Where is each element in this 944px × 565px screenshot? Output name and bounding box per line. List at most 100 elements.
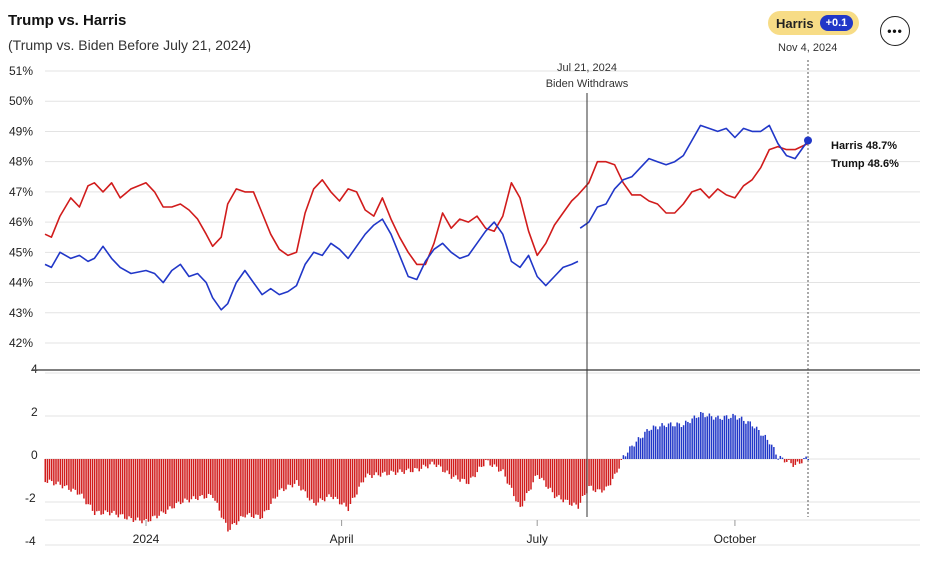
margin-bar [203, 459, 206, 499]
margin-bar [70, 459, 72, 492]
margin-bar [444, 459, 446, 473]
margin-bar [450, 459, 453, 479]
margin-bar [519, 459, 521, 507]
margin-bar [624, 456, 627, 459]
margin-bar [513, 459, 515, 497]
margin-bar [762, 435, 764, 459]
margin-bar [609, 459, 612, 486]
margin-bar [68, 459, 70, 490]
margin-bar [353, 459, 356, 498]
margin-bar [111, 459, 113, 513]
margin-bar [347, 459, 350, 512]
leader-delta: +0.1 [819, 15, 854, 31]
margin-bar [611, 459, 614, 479]
series-line-biden [44, 218, 579, 311]
margin-bar [435, 459, 438, 468]
margin-bar [715, 417, 717, 459]
margin-bar [575, 459, 577, 505]
margin-bar [212, 459, 214, 499]
margin-bar [298, 459, 300, 486]
margin-bar [257, 459, 259, 515]
margin-bar [268, 459, 270, 510]
margin-bar [117, 459, 120, 518]
margin-bar [248, 459, 251, 514]
margin-bar [429, 459, 431, 465]
margin-bar [235, 459, 238, 525]
margin-bar [130, 459, 132, 519]
margin-bar [162, 459, 165, 513]
margin-bar [222, 459, 225, 520]
margin-bar [293, 459, 296, 484]
margin-bar [392, 459, 395, 472]
margin-bar [371, 459, 373, 478]
y-tick-label: 45% [9, 245, 33, 259]
margin-bar [730, 417, 732, 459]
margin-bar [657, 429, 659, 459]
margin-bar [571, 459, 573, 506]
margin-bar [723, 415, 726, 459]
margin-bar [237, 459, 240, 522]
margin-bar [465, 459, 468, 484]
margin-bar [568, 459, 571, 505]
more-options-button[interactable]: ••• [880, 16, 910, 46]
margin-bar [134, 459, 137, 521]
margin-bar [766, 439, 769, 459]
margin-bar [751, 426, 754, 459]
margin-bar [734, 415, 736, 459]
margin-bar [562, 459, 564, 503]
margin-bar [205, 459, 208, 499]
margin-bar [770, 444, 773, 459]
margin-bar [700, 411, 702, 459]
chart-title: Trump vs. Harris [8, 12, 127, 29]
margin-bar [467, 459, 470, 485]
margin-bar [128, 459, 130, 517]
margin-bar [366, 459, 369, 474]
margin-bar [437, 459, 440, 465]
margin-bar [263, 459, 266, 512]
bar-y-tick-label: -4 [25, 534, 36, 548]
margin-bar [351, 459, 354, 498]
margin-bar [220, 459, 223, 518]
margin-bar [626, 452, 629, 459]
margin-bar [674, 426, 676, 459]
margin-bar [678, 423, 681, 459]
margin-bar [704, 417, 706, 459]
margin-bar [603, 459, 605, 491]
margin-bar [87, 459, 89, 505]
margin-bar [171, 459, 173, 509]
margin-bar [145, 459, 148, 520]
margin-bar [321, 459, 324, 500]
margin-bar [349, 459, 352, 505]
margin-bar [768, 444, 771, 459]
margin-bar [250, 459, 253, 517]
trump-end-label: Trump 48.6% [831, 158, 899, 170]
margin-bar [760, 435, 762, 459]
margin-bar [523, 459, 526, 501]
y-tick-label: 48% [9, 155, 33, 169]
margin-bar [225, 459, 227, 523]
margin-bar [446, 459, 448, 471]
margin-bar [311, 459, 313, 500]
margin-bar [424, 459, 427, 467]
margin-bar [72, 459, 74, 489]
margin-bar [588, 459, 590, 487]
margin-bar [476, 459, 479, 473]
margin-bar [792, 459, 794, 467]
margin-bar [517, 459, 519, 503]
margin-bar [209, 459, 212, 495]
margin-bar [710, 416, 713, 459]
margin-bar [592, 459, 595, 491]
margin-bar [192, 459, 195, 497]
margin-bar [396, 459, 399, 473]
harris-end-label: Harris 48.7% [831, 140, 897, 152]
margin-bar [736, 419, 739, 459]
margin-bar [470, 459, 472, 478]
margin-bar [648, 430, 650, 459]
y-tick-label: 43% [9, 306, 33, 320]
margin-bar [416, 459, 418, 469]
margin-bar [315, 459, 317, 506]
x-tick-label: July [527, 532, 548, 546]
margin-bar [100, 459, 102, 515]
margin-bar [328, 459, 330, 495]
margin-bar [620, 459, 623, 460]
